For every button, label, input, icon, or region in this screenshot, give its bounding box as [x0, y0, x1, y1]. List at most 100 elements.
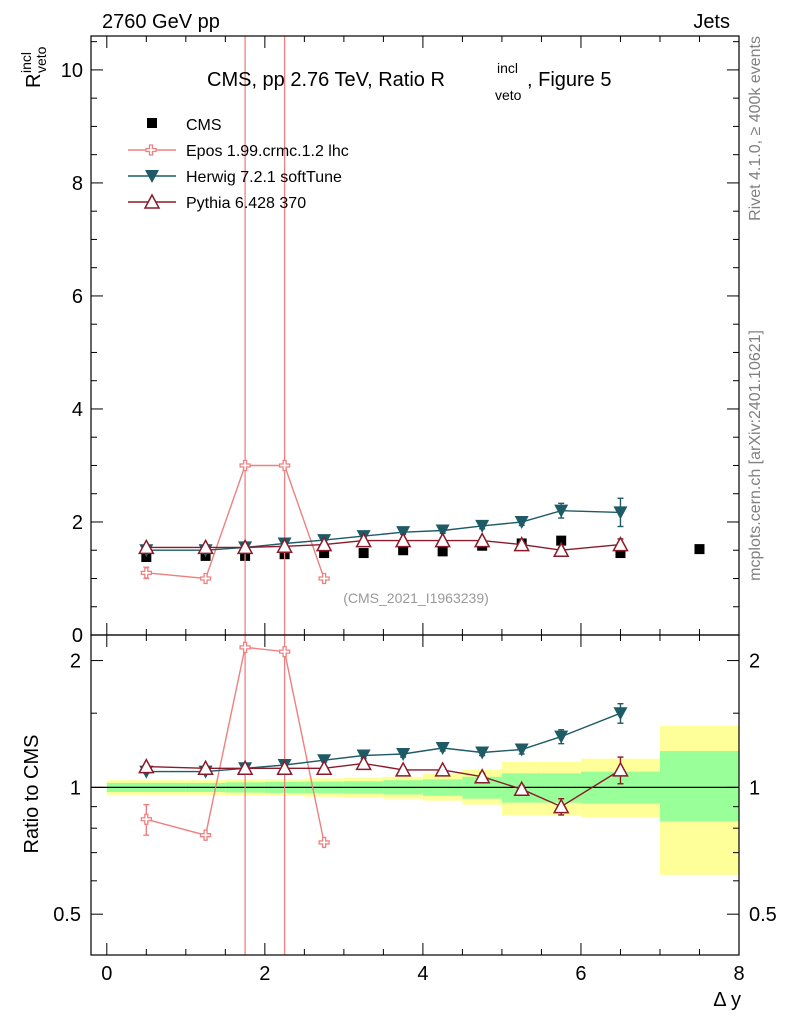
main-pythia-line [146, 539, 621, 551]
main-pythia-point [394, 532, 412, 548]
ratio-epos-point [199, 829, 212, 841]
legend-herwig-marker [145, 170, 159, 183]
ratio-pythia-point [552, 798, 570, 814]
main-pythia-point [138, 538, 155, 555]
ratio-epos-point [239, 641, 251, 653]
ratio-y-tick-label-right: 0.5 [749, 904, 777, 926]
ratio-pythia-point [612, 761, 629, 777]
ratio-epos-point [278, 645, 291, 658]
main-y-tick-label: 10 [61, 60, 83, 82]
legend-epos-marker [145, 144, 157, 156]
ratio-plot-area [138, 635, 629, 955]
y-label-base: R [23, 74, 45, 88]
main-plot-area [138, 36, 705, 635]
ratio-pythia-point [434, 761, 451, 777]
main-herwig-point [554, 504, 569, 518]
title-sub: veto [495, 87, 522, 103]
legend: CMS Epos 1.99.crmc.1.2 lhc Herwig 7.2.1 … [128, 117, 349, 212]
ratio-herwig-point [396, 748, 411, 762]
main-cms-point [358, 548, 369, 559]
main-epos-point [140, 567, 152, 579]
analysis-watermark: (CMS_2021_I1963239) [343, 590, 489, 606]
legend-cms-label: CMS [186, 117, 222, 134]
main-epos-point [318, 572, 330, 585]
legend-item-epos: Epos 1.99.crmc.1.2 lhc [128, 143, 349, 160]
ratio-y-label: Ratio to CMS [21, 735, 43, 854]
legend-epos-label: Epos 1.99.crmc.1.2 lhc [186, 143, 349, 160]
ratio-pythia-point [315, 759, 333, 776]
main-herwig-point [435, 524, 450, 538]
rivet-version-note: Rivet 4.1.0, ≥ 400k events [747, 36, 764, 221]
main-pythia-point [315, 536, 333, 552]
ratio-uncertainty-bands [91, 725, 739, 875]
x-tick-label: 0 [101, 963, 112, 985]
main-cms-point [319, 548, 330, 559]
main-y-tick-label: 4 [72, 399, 83, 421]
title-sup: incl [497, 60, 518, 76]
legend-pythia-marker [143, 193, 161, 209]
ratio-y-tick-label-right: 2 [749, 651, 760, 673]
ratio-pythia-point [394, 761, 412, 777]
ratio-pythia-point [276, 759, 293, 776]
ratio-herwig-point [514, 743, 529, 757]
main-pythia-point [552, 541, 570, 557]
main-y-axis: 0 2 4 6 8 10 [61, 36, 740, 647]
title-post: , Figure 5 [527, 69, 611, 91]
main-pythia-point [276, 537, 293, 554]
ratio-herwig-point [554, 730, 569, 744]
main-pythia-point [355, 532, 372, 548]
main-cms-point [615, 548, 626, 559]
x-tick-label: 6 [575, 963, 586, 985]
ratio-epos-point [140, 813, 152, 825]
ratio-y-tick-label: 0.5 [53, 904, 81, 926]
ratio-herwig-point [613, 707, 628, 721]
legend-item-herwig: Herwig 7.2.1 softTune [128, 169, 342, 186]
main-pythia-point [197, 538, 214, 555]
ratio-pythia-point [473, 768, 491, 784]
main-y-tick-label: 2 [72, 512, 83, 534]
title-pre: CMS, pp 2.76 TeV, Ratio R [207, 69, 445, 91]
ratio-pythia-point [236, 759, 254, 776]
main-pythia-point [236, 538, 254, 555]
main-epos-point [199, 572, 212, 585]
header-left: 2760 GeV pp [102, 11, 220, 33]
x-tick-label: 8 [733, 963, 744, 985]
ratio-herwig-point [475, 746, 490, 760]
x-axis-label: Δ y [713, 989, 741, 1011]
ratio-y-axis: 0.5 0.5 1 1 2 2 [53, 651, 777, 927]
ratio-pythia-point [355, 754, 372, 771]
main-pythia-point [473, 532, 491, 548]
ratio-panel-frame [90, 634, 740, 956]
main-pythia-point [612, 536, 629, 552]
mcplots-note: mcplots.cern.ch [arXiv:2401.10621] [747, 330, 764, 581]
ratio-y-tick-label: 1 [70, 777, 81, 799]
legend-item-pythia: Pythia 6.428 370 [128, 193, 306, 212]
ratio-y-tick-label-right: 1 [749, 777, 760, 799]
ratio-pythia-point [513, 780, 530, 796]
main-y-tick-label: 8 [72, 173, 83, 195]
main-epos-point [278, 459, 291, 472]
ratio-herwig-point [435, 742, 450, 756]
legend-item-cms: CMS [147, 117, 222, 134]
ratio-pythia-point [197, 759, 214, 776]
main-y-tick-label: 0 [72, 625, 83, 647]
main-herwig-point [475, 519, 490, 533]
x-tick-label: 2 [259, 963, 270, 985]
ratio-epos-line [146, 646, 325, 843]
y-label-sup: incl [18, 52, 34, 73]
main-epos-point [239, 459, 251, 472]
main-cms-point [398, 545, 409, 556]
legend-herwig-label: Herwig 7.2.1 softTune [186, 169, 342, 186]
main-cms-point [694, 544, 705, 555]
ratio-pythia-line [146, 762, 621, 808]
main-herwig-point [613, 506, 628, 520]
legend-pythia-label: Pythia 6.428 370 [186, 195, 306, 212]
ratio-x-axis: 0 2 4 6 8 [101, 635, 745, 985]
main-epos-line [146, 464, 325, 580]
main-pythia-point [434, 532, 451, 548]
ratio-epos-point [318, 836, 330, 849]
main-pythia-point [513, 536, 530, 552]
x-tick-label: 4 [417, 963, 428, 985]
y-label-sub: veto [33, 46, 49, 73]
